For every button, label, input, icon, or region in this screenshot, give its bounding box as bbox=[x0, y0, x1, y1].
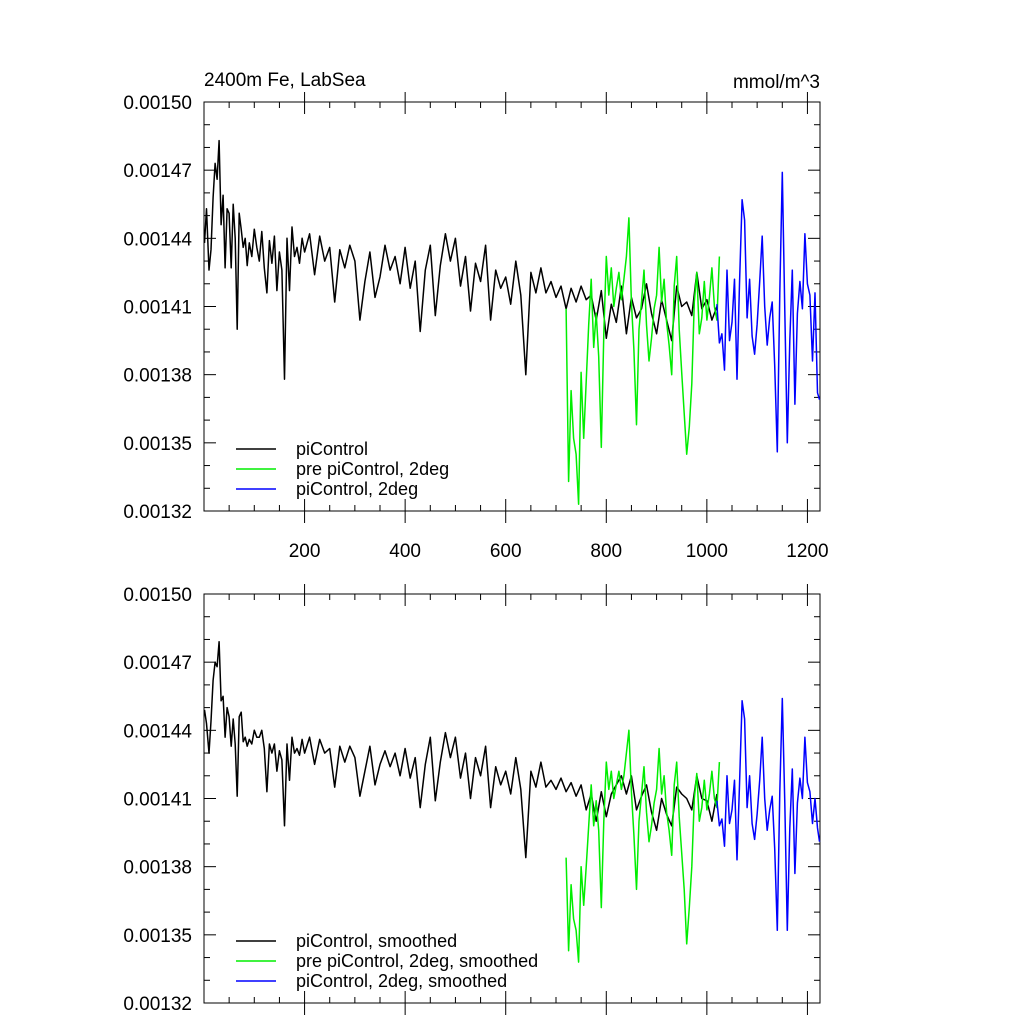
bottom-legend-label-1: pre piControl, 2deg, smoothed bbox=[296, 951, 538, 971]
top-legend-label-0: piControl bbox=[296, 439, 368, 459]
bottom-legend-label-2: piControl, 2deg, smoothed bbox=[296, 971, 507, 991]
top-ytick-label: 0.00144 bbox=[123, 229, 192, 250]
bottom-panel: 0.00150 0.00147 0.00144 0.00141 0.00138 0.001… bbox=[123, 584, 821, 1015]
top-ytick-label: 0.00132 bbox=[123, 502, 192, 523]
bottom-ytick-label: 0.00141 bbox=[123, 790, 192, 811]
top-xtick-label: 200 bbox=[289, 541, 321, 562]
top-xtick-label: 1200 bbox=[786, 541, 828, 562]
top-panel-title: 2400m Fe, LabSea bbox=[204, 70, 366, 91]
top-series-line-2 bbox=[716, 171, 821, 453]
bottom-series-line-0 bbox=[203, 640, 718, 859]
bottom-series-line-1 bbox=[565, 729, 721, 963]
top-panel: 2400m Fe, LabSea mmol/m^3 0.00150 0.00147… bbox=[123, 70, 828, 562]
top-xtick-label: 400 bbox=[389, 541, 421, 562]
bottom-ytick-label: 0.00150 bbox=[123, 585, 192, 606]
top-xtick-label: 600 bbox=[490, 541, 522, 562]
bottom-ytick-label: 0.00138 bbox=[123, 858, 192, 879]
top-ytick-label: 0.00147 bbox=[123, 161, 192, 182]
bottom-legend-label-0: piControl, smoothed bbox=[296, 931, 457, 951]
top-ytick-label: 0.00150 bbox=[123, 93, 192, 114]
top-legend-label-2: piControl, 2deg bbox=[296, 479, 418, 499]
top-ytick-label: 0.00135 bbox=[123, 434, 192, 455]
top-legend-label-1: pre piControl, 2deg bbox=[296, 459, 449, 479]
top-series-line-1 bbox=[565, 217, 721, 505]
bottom-ytick-label: 0.00132 bbox=[123, 994, 192, 1015]
top-ytick-label: 0.00141 bbox=[123, 298, 192, 319]
bottom-ytick-label: 0.00147 bbox=[123, 653, 192, 674]
bottom-ytick-label: 0.00144 bbox=[123, 721, 192, 742]
top-ytick-label: 0.00138 bbox=[123, 366, 192, 387]
bottom-series-line-2 bbox=[716, 697, 821, 932]
top-panel-units: mmol/m^3 bbox=[733, 72, 820, 93]
top-series-line-0 bbox=[203, 139, 718, 380]
top-xtick-label: 800 bbox=[590, 541, 622, 562]
top-xtick-label: 1000 bbox=[686, 541, 728, 562]
bottom-ytick-label: 0.00135 bbox=[123, 926, 192, 947]
